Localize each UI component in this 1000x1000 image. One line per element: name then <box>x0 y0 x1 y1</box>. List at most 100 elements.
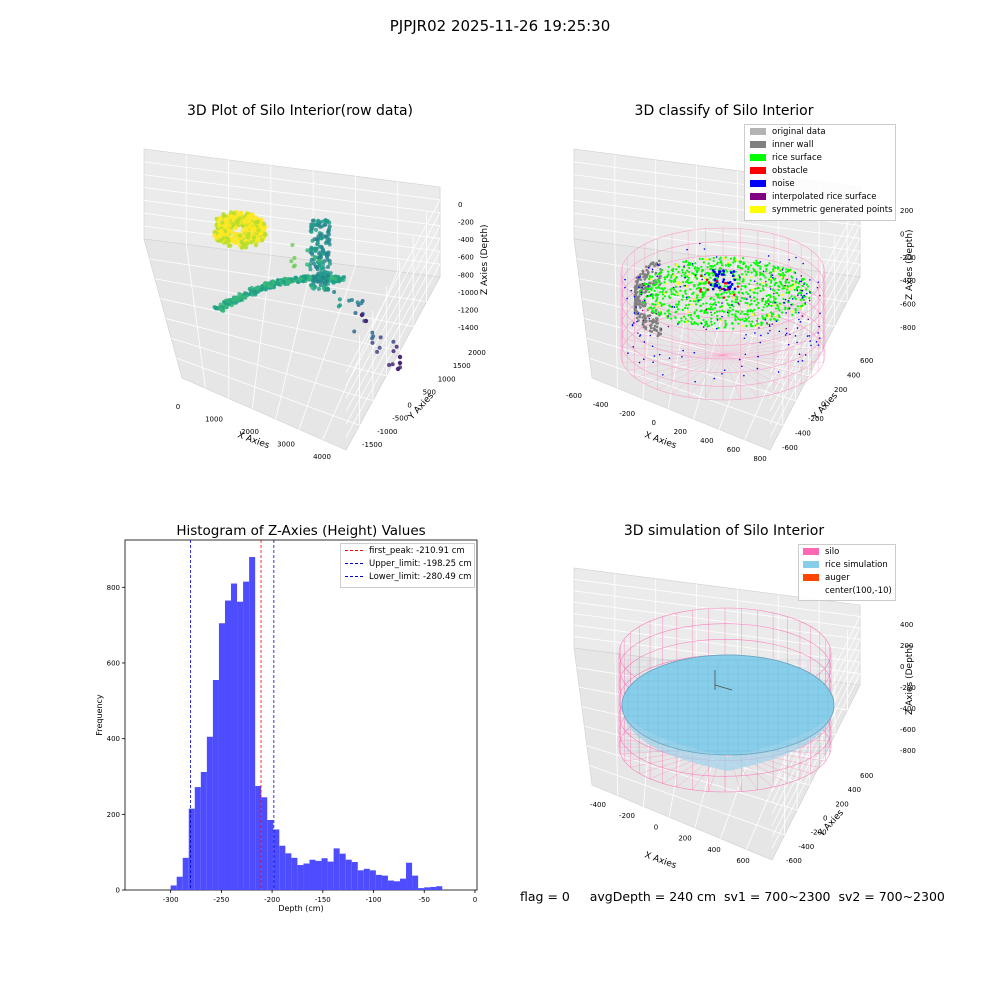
rice-surface-point <box>740 296 744 300</box>
noise-point <box>649 334 652 337</box>
rice-surface-point <box>656 305 659 308</box>
rice-surface-point <box>732 305 735 308</box>
rice-surface-point <box>687 276 690 279</box>
data-point <box>232 298 237 303</box>
rice-surface-point <box>695 303 698 306</box>
noise-point <box>726 311 729 314</box>
grid-line <box>769 199 861 374</box>
data-point <box>370 330 375 335</box>
rice-surface-point <box>750 299 753 302</box>
rice-surface-point <box>769 311 773 314</box>
rice-surface-point <box>684 271 687 274</box>
rice-surface-point <box>677 308 680 311</box>
noise-point <box>686 248 688 251</box>
legend-label: silo <box>825 547 840 557</box>
tick-label: 0 <box>651 419 655 427</box>
inner-wall-point <box>655 325 659 329</box>
noise-point <box>627 352 629 354</box>
tick-label: -200 <box>458 219 474 227</box>
data-point <box>224 236 230 241</box>
rice-surface-point <box>772 317 775 320</box>
inner-wall-point <box>639 306 642 309</box>
data-point <box>325 273 330 278</box>
rice-surface-point <box>752 261 756 264</box>
noise-point <box>788 307 791 310</box>
tick-label: -1200 <box>458 306 478 314</box>
rice-surface-point <box>774 307 778 310</box>
noise-point <box>769 288 772 290</box>
data-point <box>312 246 317 251</box>
rice-surface-point <box>716 310 719 313</box>
histogram-bar <box>194 787 201 890</box>
data-point <box>292 263 297 268</box>
histogram-bar <box>363 868 370 890</box>
tick-label: -800 <box>900 747 916 755</box>
data-point <box>316 286 321 291</box>
inner-wall-point <box>639 273 642 276</box>
noise-point <box>801 296 804 298</box>
histogram-bar <box>279 845 286 890</box>
inner-wall-point <box>655 329 659 333</box>
noise-point <box>733 278 737 282</box>
tick-label: -400 <box>458 236 474 244</box>
grid-line <box>769 251 861 425</box>
data-point <box>308 261 313 266</box>
rice-surface-point <box>736 298 739 301</box>
histogram-bar <box>393 881 401 890</box>
tick-label: -200 <box>619 812 635 820</box>
interpolated-point <box>769 329 771 332</box>
interpolated-point <box>768 323 771 326</box>
data-point <box>245 220 250 225</box>
rice-surface-point <box>663 295 667 298</box>
data-point <box>378 335 383 340</box>
tick-label: 0 <box>823 815 827 823</box>
data-point <box>355 300 360 305</box>
rice-surface-point <box>651 309 654 312</box>
noise-point <box>817 344 820 347</box>
inner-wall-point <box>651 311 654 315</box>
rice-surface-point <box>787 281 791 284</box>
data-point <box>391 349 396 354</box>
data-point <box>391 339 396 344</box>
rice-surface-point <box>687 281 690 284</box>
noise-point <box>731 304 733 306</box>
data-point <box>336 278 341 283</box>
rice-surface-point <box>756 324 759 327</box>
rice-surface-point <box>741 318 744 321</box>
noise-point <box>681 355 683 358</box>
raw-z-label: Z Axies (Depth) <box>480 224 490 295</box>
legend-label: Lower_limit: -280.49 cm <box>369 572 472 582</box>
data-point <box>312 255 317 260</box>
rice-surface-point <box>773 289 776 292</box>
noise-point <box>771 274 774 277</box>
legend-label: auger <box>825 573 850 583</box>
rice-surface-point <box>700 280 703 283</box>
rice-surface-point <box>764 276 767 279</box>
data-point <box>353 310 358 315</box>
classify-y-label: Y Axies <box>810 391 840 423</box>
rice-surface-point <box>698 257 701 260</box>
rice-surface-point <box>719 319 723 322</box>
rice-surface-point <box>684 317 687 320</box>
rice-surface-point <box>764 317 767 320</box>
rice-surface-point <box>668 305 672 308</box>
data-point <box>332 276 337 281</box>
grid-line <box>171 337 373 401</box>
histogram-bar <box>418 888 425 890</box>
inner-wall-point <box>650 330 654 333</box>
classify-z-label: Z Axies (Depth) <box>905 229 915 300</box>
histogram-bar <box>285 853 292 890</box>
rice-surface-point <box>690 281 694 284</box>
grid-line <box>573 601 861 640</box>
noise-point <box>804 302 807 304</box>
rice-surface-point <box>750 302 753 306</box>
data-point <box>315 237 320 242</box>
legend-label: original data <box>772 127 826 137</box>
noise-point <box>639 334 642 336</box>
legend-line-swatch <box>345 576 363 577</box>
tick-label: -600 <box>900 301 916 309</box>
rice-surface-point <box>657 313 661 316</box>
rice-surface-point <box>762 284 765 288</box>
rice-surface-point <box>677 300 681 303</box>
rice-surface-point <box>758 283 762 286</box>
